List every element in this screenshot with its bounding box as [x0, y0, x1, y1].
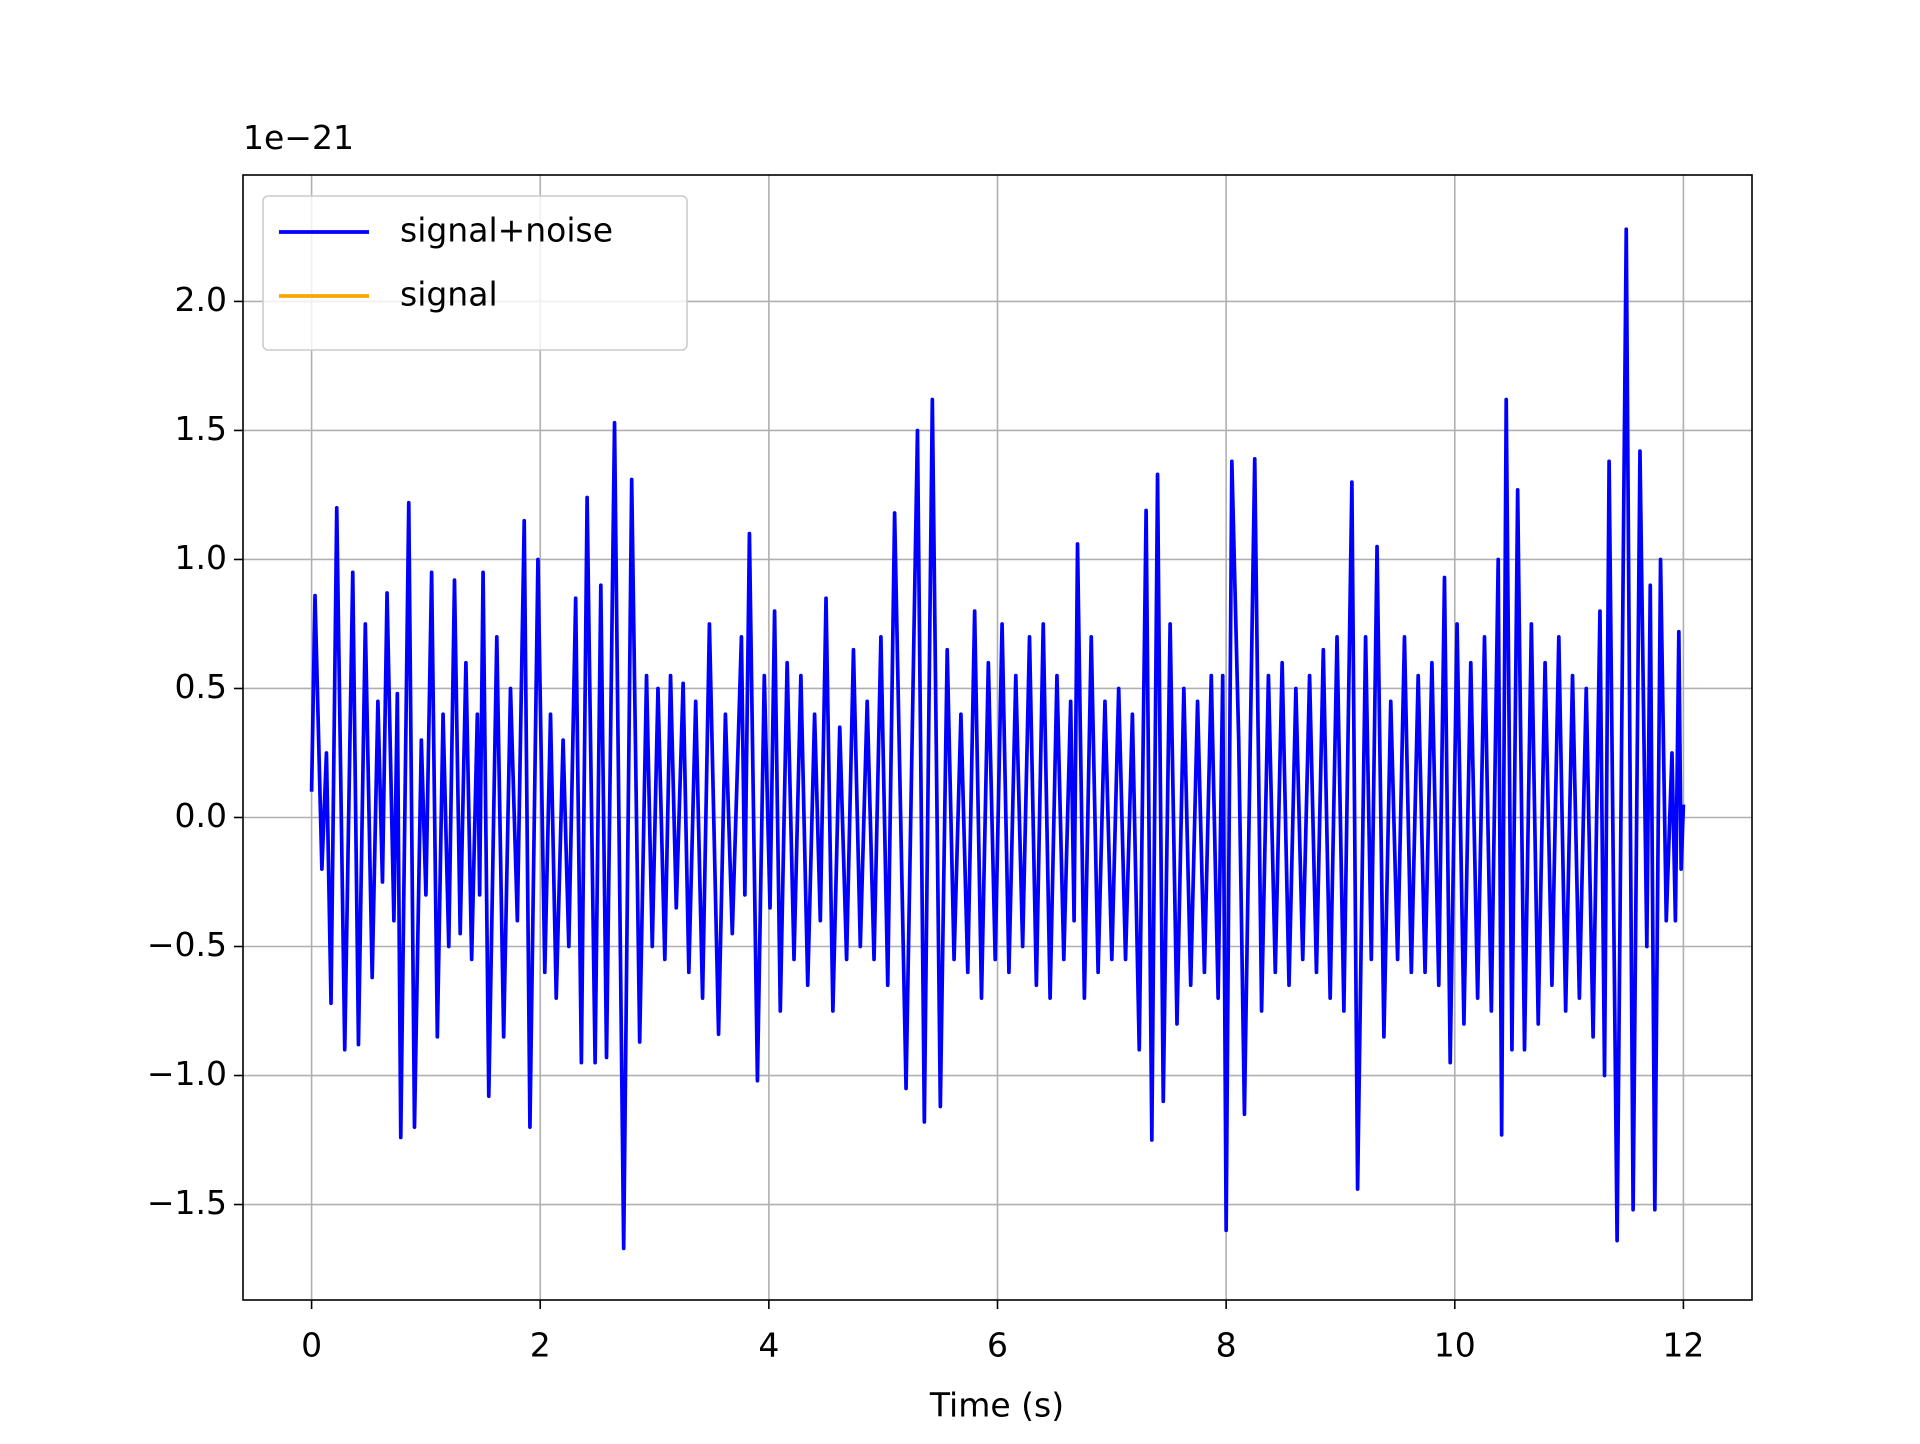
y-tick-label: 1.5	[175, 409, 227, 448]
legend-label: signal	[400, 275, 498, 314]
legend-label: signal+noise	[400, 211, 613, 250]
x-tick-label: 12	[1662, 1326, 1704, 1365]
y-tick-label: 0.0	[175, 796, 227, 835]
y-tick-label: −0.5	[147, 925, 227, 964]
x-tick-label: 0	[301, 1326, 322, 1365]
x-tick-label: 10	[1434, 1326, 1476, 1365]
x-tick-label: 6	[987, 1326, 1008, 1365]
legend-box	[262, 195, 688, 351]
y-tick-label: 2.0	[175, 280, 227, 319]
y-tick-label: 0.5	[175, 667, 227, 706]
plot-frame	[242, 174, 1753, 1301]
series-line	[309, 227, 1686, 1251]
y-tick-label: −1.5	[147, 1183, 227, 1222]
offset-text: 1e−21	[243, 118, 354, 157]
x-tick-label: 2	[530, 1326, 551, 1365]
x-tick-label: 4	[758, 1326, 779, 1365]
y-tick-label: −1.0	[147, 1054, 227, 1093]
y-tick-label: 1.0	[175, 538, 227, 577]
x-axis-label: Time (s)	[929, 1386, 1064, 1425]
x-tick-label: 8	[1216, 1326, 1237, 1365]
